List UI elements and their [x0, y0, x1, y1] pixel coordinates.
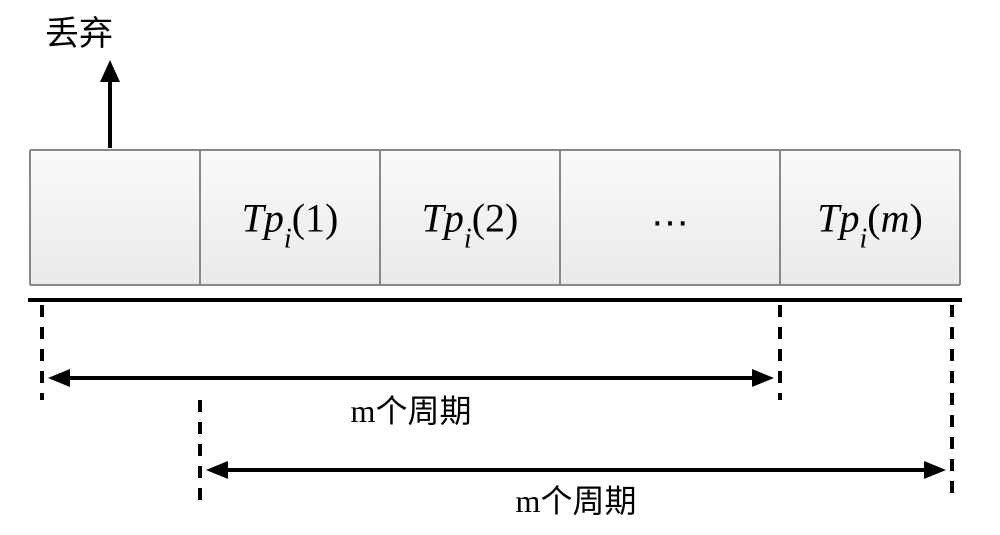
cell-ellipsis: … [650, 191, 690, 235]
cells-row: Tpi(1)Tpi(2)…Tpi(m) [30, 150, 960, 285]
span1-label: m个周期 [351, 393, 472, 429]
span2-label: m个周期 [516, 483, 637, 519]
discard-label: 丢弃 [45, 15, 113, 53]
